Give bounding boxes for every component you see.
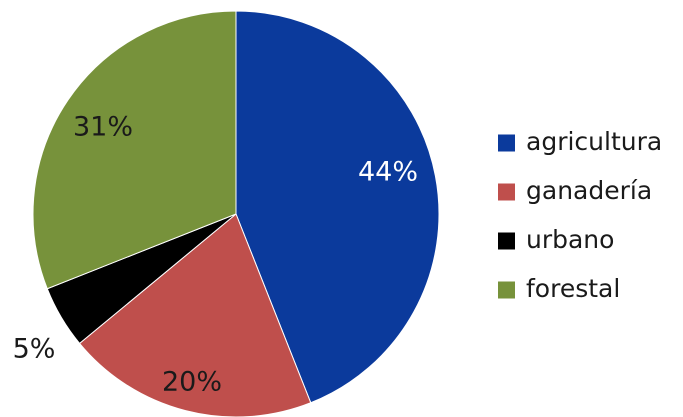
legend-label-ganadería: ganadería xyxy=(526,176,652,205)
pie-slice-agricultura xyxy=(235,10,440,404)
pie-data-labels: 44% 20% 5% 31% xyxy=(13,112,418,398)
pie-slice-ganadería xyxy=(78,213,312,417)
legend-item-ganadería: ganadería xyxy=(498,176,652,205)
legend-swatch-agricultura xyxy=(498,134,515,152)
legend-item-agricultura: agricultura xyxy=(498,127,662,156)
legend-swatch-forestal xyxy=(498,281,515,299)
pie-slice-forestal xyxy=(32,10,237,290)
data-label-urbano: 5% xyxy=(13,334,56,365)
legend-swatch-urbano xyxy=(498,232,515,250)
legend-item-urbano: urbano xyxy=(498,225,614,254)
legend: agricultura ganadería urbano forestal xyxy=(498,127,662,303)
legend-label-forestal: forestal xyxy=(526,274,620,303)
data-label-forestal: 31% xyxy=(73,112,133,143)
legend-label-urbano: urbano xyxy=(526,225,614,254)
pie-slices xyxy=(32,10,440,417)
legend-label-agricultura: agricultura xyxy=(526,127,662,156)
data-label-ganadería: 20% xyxy=(162,367,222,398)
data-label-agricultura: 44% xyxy=(358,157,418,188)
legend-item-forestal: forestal xyxy=(498,274,620,303)
legend-swatch-ganadería xyxy=(498,183,515,201)
